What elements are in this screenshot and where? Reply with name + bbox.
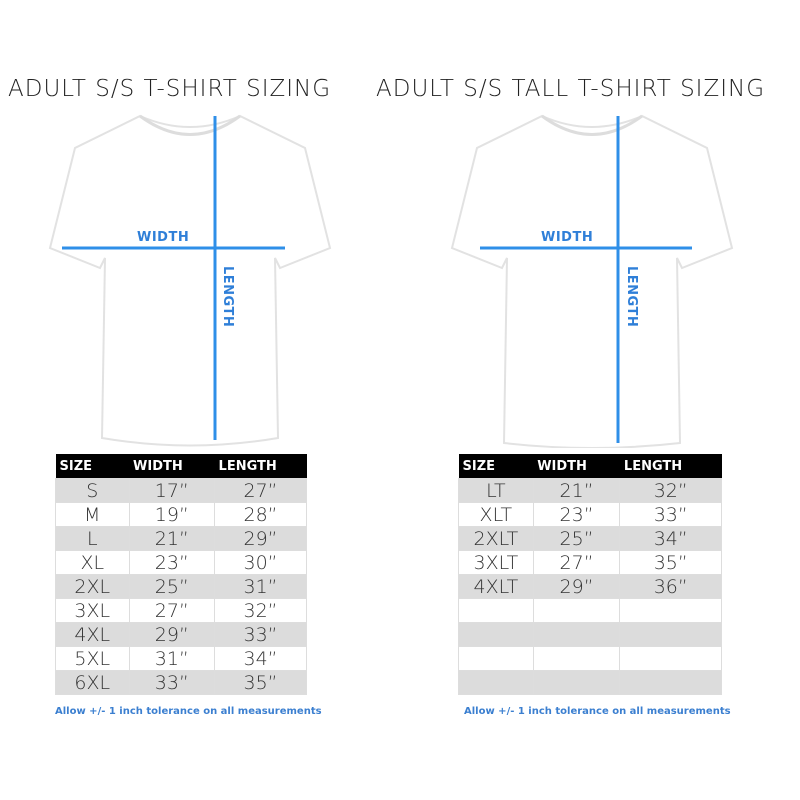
table-cell: 34” <box>619 526 722 551</box>
table-cell: 35” <box>214 670 307 695</box>
table-cell <box>532 646 621 671</box>
size-table: SIZE WIDTH LENGTH S 17” 27” M 19” 28” L 21” 29” XL 23… <box>55 454 307 695</box>
table-cell <box>619 598 722 623</box>
table-header: SIZE WIDTH LENGTH <box>55 454 307 479</box>
table-cell: 29” <box>532 574 621 599</box>
table-cell: 33” <box>128 670 216 695</box>
table-row: L 21” 29” <box>55 526 307 551</box>
column-header: SIZE <box>458 454 534 479</box>
tall-tshirt-image <box>450 114 734 448</box>
table-row: 4XL 29” 33” <box>55 622 307 647</box>
table-cell <box>532 598 621 623</box>
table-cell <box>458 598 534 623</box>
tshirt-image <box>48 114 332 447</box>
table-cell: 34” <box>214 646 307 671</box>
table-cell: 3XL <box>55 598 130 623</box>
table-cell: 30” <box>214 550 307 575</box>
table-cell: 35” <box>619 550 722 575</box>
table-cell: 31” <box>128 646 216 671</box>
tolerance-note: Allow +/- 1 inch tolerance on all measur… <box>55 706 322 717</box>
table-cell <box>619 670 722 695</box>
table-cell: S <box>55 478 130 503</box>
table-cell: 32” <box>619 478 722 503</box>
table-cell: 36” <box>619 574 722 599</box>
table-cell: 29” <box>128 622 216 647</box>
table-cell <box>619 622 722 647</box>
table-cell <box>619 646 722 671</box>
tall-size-table: SIZE WIDTH LENGTH LT 21” 32” XLT 23” 33” 2XLT 25” 3… <box>458 454 722 695</box>
table-cell <box>458 670 534 695</box>
table-cell: 28” <box>214 502 307 527</box>
length-label: LENGTH <box>624 266 639 328</box>
table-cell: 21” <box>128 526 216 551</box>
table-row: 5XL 31” 34” <box>55 646 307 671</box>
table-row <box>458 598 722 623</box>
table-cell <box>458 646 534 671</box>
table-cell: 33” <box>619 502 722 527</box>
right-title: ADULT S/S TALL T-SHIRT SIZING <box>376 76 766 102</box>
table-row: 3XLT 27” 35” <box>458 550 722 575</box>
table-cell: 23” <box>532 502 621 527</box>
table-row: 4XLT 29” 36” <box>458 574 722 599</box>
left-title: ADULT S/S T-SHIRT SIZING <box>8 76 332 102</box>
table-row: 6XL 33” 35” <box>55 670 307 695</box>
table-cell: 27” <box>532 550 621 575</box>
table-cell: L <box>55 526 130 551</box>
table-cell <box>458 622 534 647</box>
table-cell: 2XLT <box>458 526 534 551</box>
table-cell: 32” <box>214 598 307 623</box>
table-cell: 4XLT <box>458 574 534 599</box>
table-cell: LT <box>458 478 534 503</box>
table-cell: 4XL <box>55 622 130 647</box>
table-row: 2XL 25” 31” <box>55 574 307 599</box>
table-cell: 33” <box>214 622 307 647</box>
table-row: 2XLT 25” 34” <box>458 526 722 551</box>
table-cell: 27” <box>214 478 307 503</box>
length-label: LENGTH <box>220 266 235 328</box>
table-row: LT 21” 32” <box>458 478 722 503</box>
table-cell: 21” <box>532 478 621 503</box>
table-row <box>458 622 722 647</box>
table-cell: 25” <box>128 574 216 599</box>
table-row <box>458 670 722 695</box>
column-header: LENGTH <box>214 454 307 479</box>
table-row <box>458 646 722 671</box>
column-header: WIDTH <box>533 454 620 479</box>
table-cell: 6XL <box>55 670 130 695</box>
table-cell: 3XLT <box>458 550 534 575</box>
table-cell: M <box>55 502 130 527</box>
table-header: SIZE WIDTH LENGTH <box>458 454 722 479</box>
table-cell: 23” <box>128 550 216 575</box>
table-row: XLT 23” 33” <box>458 502 722 527</box>
table-cell <box>532 622 621 647</box>
table-row: XL 23” 30” <box>55 550 307 575</box>
width-label: WIDTH <box>541 230 594 245</box>
table-row: S 17” 27” <box>55 478 307 503</box>
table-cell: 29” <box>214 526 307 551</box>
table-cell <box>532 670 621 695</box>
table-cell: 17” <box>128 478 216 503</box>
table-row: M 19” 28” <box>55 502 307 527</box>
column-header: LENGTH <box>619 454 722 479</box>
table-row: 3XL 27” 32” <box>55 598 307 623</box>
width-label: WIDTH <box>137 230 190 245</box>
tolerance-note: Allow +/- 1 inch tolerance on all measur… <box>464 706 731 717</box>
table-cell: 25” <box>532 526 621 551</box>
table-cell: 19” <box>128 502 216 527</box>
column-header: SIZE <box>55 454 130 479</box>
table-cell: 5XL <box>55 646 130 671</box>
table-cell: XL <box>55 550 130 575</box>
table-cell: XLT <box>458 502 534 527</box>
table-cell: 2XL <box>55 574 130 599</box>
column-header: WIDTH <box>129 454 215 479</box>
table-cell: 27” <box>128 598 216 623</box>
table-cell: 31” <box>214 574 307 599</box>
